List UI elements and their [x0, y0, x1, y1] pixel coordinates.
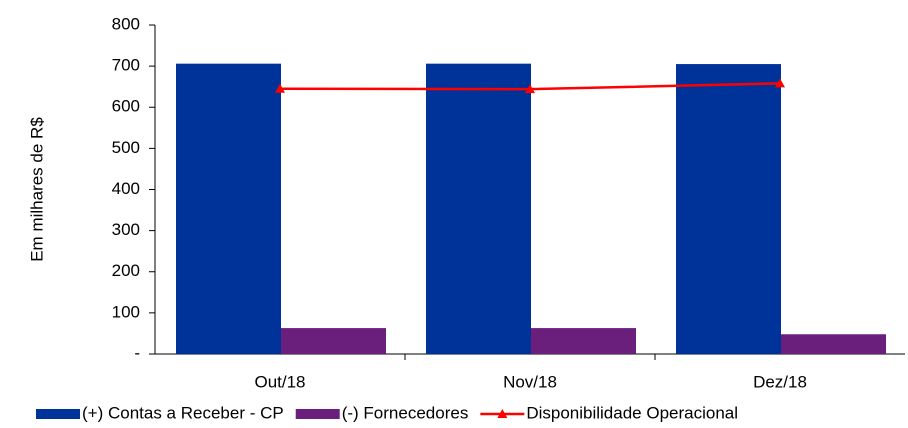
- y-axis-label: Em milhares de R$: [27, 117, 46, 262]
- bar: [531, 328, 636, 354]
- y-tick-label: 600: [112, 97, 140, 116]
- legend-label: Disponibilidade Operacional: [526, 403, 738, 422]
- y-tick-label: -: [134, 343, 140, 362]
- legend-swatch: [36, 409, 80, 419]
- y-tick-label: 800: [112, 14, 140, 33]
- y-tick-label: 200: [112, 261, 140, 280]
- x-tick-label: Dez/18: [753, 372, 807, 391]
- x-tick-label: Out/18: [254, 372, 305, 391]
- y-tick-label: 400: [112, 179, 140, 198]
- bar: [781, 334, 886, 354]
- legend-marker: [497, 409, 508, 418]
- y-tick-label: 500: [112, 138, 140, 157]
- marker: [775, 78, 785, 88]
- marker: [525, 84, 535, 94]
- bar: [676, 64, 781, 354]
- x-tick-label: Nov/18: [503, 372, 557, 391]
- bar: [176, 63, 281, 354]
- y-tick-label: 100: [112, 302, 140, 321]
- y-tick-label: 300: [112, 220, 140, 239]
- bar: [281, 328, 386, 354]
- legend-label: (-) Fornecedores: [342, 403, 469, 422]
- bar: [426, 63, 531, 354]
- legend-label: (+) Contas a Receber - CP: [82, 403, 284, 422]
- legend-swatch: [295, 409, 340, 419]
- marker: [275, 83, 285, 93]
- y-tick-label: 700: [112, 56, 140, 75]
